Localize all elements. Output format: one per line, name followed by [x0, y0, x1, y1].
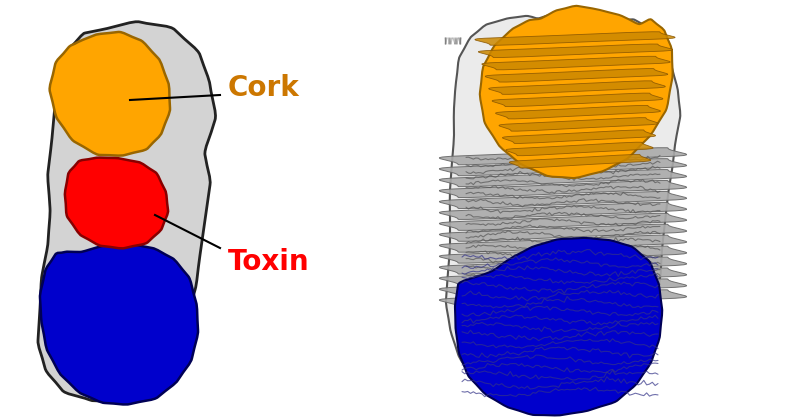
PathPatch shape — [439, 224, 686, 241]
PathPatch shape — [506, 142, 653, 156]
PathPatch shape — [439, 235, 686, 252]
PathPatch shape — [510, 155, 650, 168]
Text: Toxin: Toxin — [228, 248, 310, 276]
PathPatch shape — [486, 69, 668, 82]
PathPatch shape — [439, 159, 686, 176]
Text: Cork: Cork — [228, 74, 300, 102]
PathPatch shape — [482, 56, 670, 70]
PathPatch shape — [492, 93, 663, 106]
PathPatch shape — [439, 279, 686, 296]
PathPatch shape — [439, 290, 686, 307]
PathPatch shape — [502, 130, 655, 143]
PathPatch shape — [439, 213, 686, 230]
PathPatch shape — [38, 22, 215, 401]
PathPatch shape — [495, 105, 661, 119]
PathPatch shape — [439, 257, 686, 274]
PathPatch shape — [480, 6, 673, 178]
PathPatch shape — [446, 12, 680, 412]
PathPatch shape — [439, 181, 686, 198]
PathPatch shape — [455, 238, 662, 416]
PathPatch shape — [439, 202, 686, 220]
PathPatch shape — [65, 158, 168, 248]
PathPatch shape — [489, 81, 666, 94]
PathPatch shape — [439, 246, 686, 263]
PathPatch shape — [475, 32, 675, 45]
PathPatch shape — [439, 147, 686, 165]
PathPatch shape — [439, 170, 686, 187]
PathPatch shape — [478, 44, 673, 57]
PathPatch shape — [50, 32, 170, 155]
PathPatch shape — [439, 268, 686, 285]
PathPatch shape — [439, 191, 686, 209]
PathPatch shape — [40, 244, 198, 404]
PathPatch shape — [499, 118, 658, 131]
